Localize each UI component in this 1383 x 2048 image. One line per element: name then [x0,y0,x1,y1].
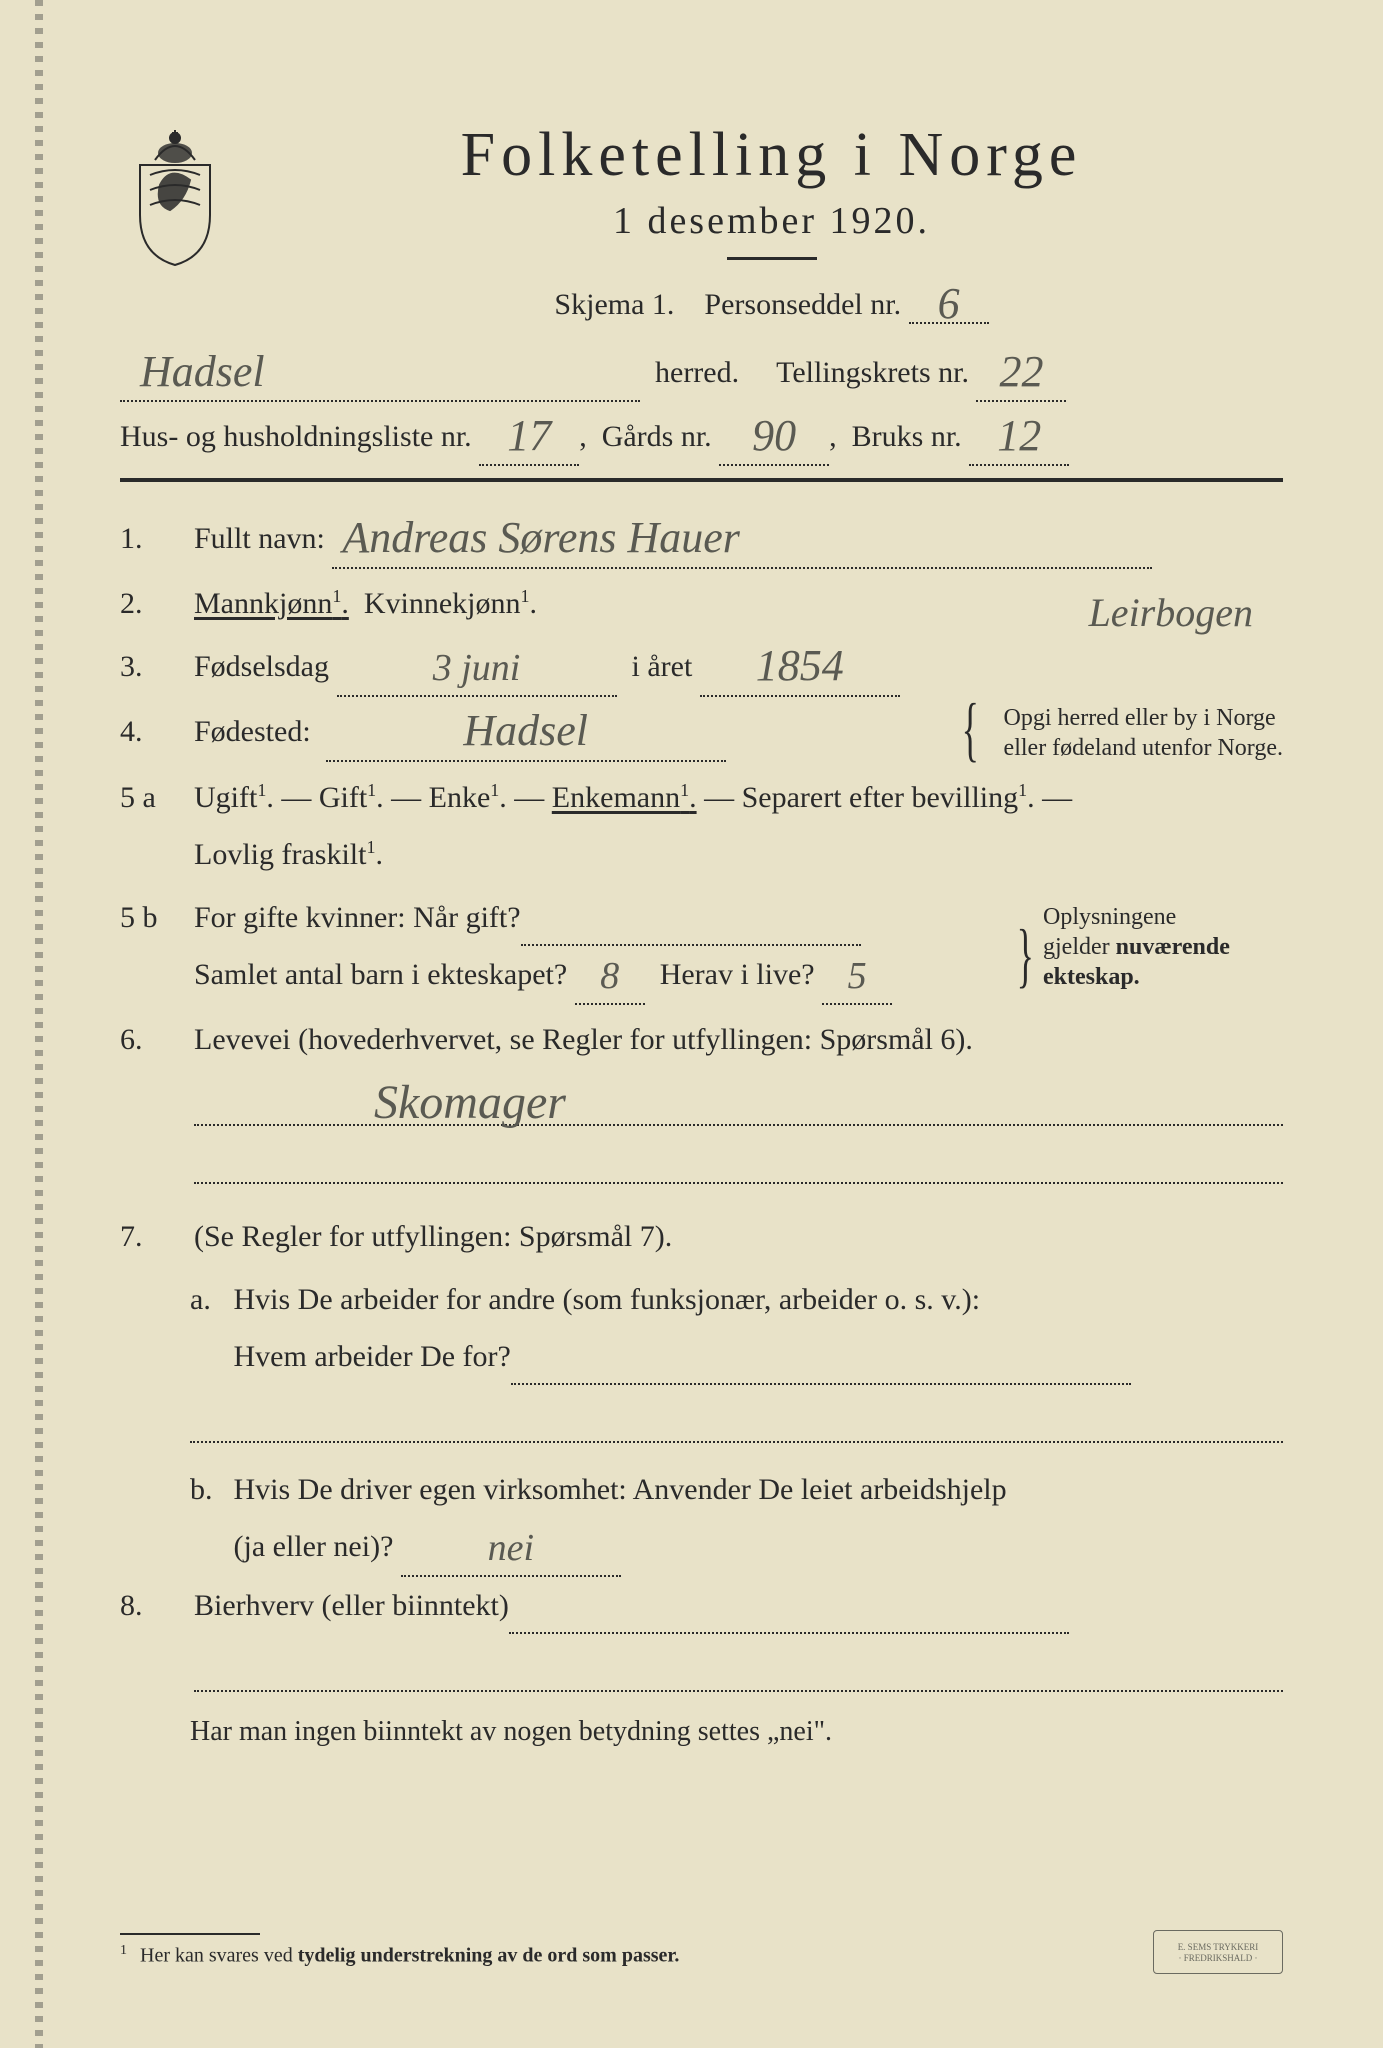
q4-num: 4. [120,703,176,763]
meta-line-1: Hadsel herred. Tellingskrets nr. 22 [120,346,1283,402]
q5a: 5 a Ugift1. — Gift1. — Enke1. — Enkemann… [120,769,1283,883]
herred-field: Hadsel [120,346,640,402]
footnote: 1 Her kan svares ved tydelig understrekn… [120,1943,1283,1968]
q3-day: 3 juni [337,638,617,697]
q2-male: Mannkjønn1. [194,587,349,620]
schema-label: Skjema 1. [554,288,674,321]
q3-year: 1854 [700,638,900,697]
gards-nr: 90 [719,410,829,466]
q6-value: Skomager [374,1084,566,1122]
q7a-l1: Hvis De arbeider for andre (som funksjon… [234,1283,981,1316]
q8-label: Bierhverv (eller biinntekt) [194,1589,509,1622]
bruks-label: Bruks nr. [852,420,962,453]
q4-value: Hadsel [326,703,726,762]
q7a-field [511,1352,1131,1385]
subtitle: 1 desember 1920. [260,199,1283,243]
q1-label: Fullt navn: [194,522,325,555]
q5b-l1: For gifte kvinner: Når gift? [194,901,521,934]
questions: 1. Fullt navn: Andreas Sørens Hauer 2. M… [120,510,1283,1748]
census-form-page: Folketelling i Norge 1 desember 1920. Sk… [0,0,1383,2048]
title: Folketelling i Norge [260,120,1283,191]
q2-female: Kvinnekjønn1. [364,587,537,620]
q8: 8. Bierhverv (eller biinntekt) [120,1577,1283,1710]
title-rule [727,257,817,260]
q3-num: 3. [120,638,176,697]
opt-enkemann: Enkemann1. [552,781,697,814]
q7a: a. Hvis De arbeider for andre (som funks… [190,1271,1283,1443]
q2: 2. Mannkjønn1. Kvinnekjønn1. Leirbogen [120,575,1283,632]
q6-line: Skomager [194,1086,1283,1126]
q5b-gift-field [521,913,861,946]
q4-note: Opgi herred eller by i Norge eller fødel… [1004,703,1283,763]
q5b-note: Oplysningene gjelder nuværende ekteskap. [1043,902,1283,992]
q7b-ans: nei [401,1518,621,1577]
opt-ugift: Ugift1. [194,781,274,814]
meta-line-2: Hus- og husholdningsliste nr. 17, Gårds … [120,410,1283,466]
q7a-l2: Hvem arbeider De for? [234,1340,511,1373]
q7b-l1: Hvis De driver egen virksomhet: Anvender… [234,1473,1007,1506]
q5b-barn: 8 [575,946,645,1005]
q2-num: 2. [120,575,176,632]
q3: 3. Fødselsdag 3 juni i året 1854 [120,638,1283,697]
q8-line2 [194,1652,1283,1692]
q4-label: Fødested: [194,715,311,748]
personseddel-nr: 6 [909,282,989,324]
footer: 1 Her kan svares ved tydelig understrekn… [120,1923,1283,1968]
q7b: b. Hvis De driver egen virksomhet: Anven… [190,1461,1283,1577]
q8-field [509,1601,1069,1634]
q5b-num: 5 b [120,889,176,1005]
foot-hint: Har man ingen biinntekt av nogen betydni… [190,1716,1283,1748]
footnote-rule [120,1933,260,1935]
title-block: Folketelling i Norge 1 desember 1920. Sk… [260,120,1283,336]
divider [120,478,1283,482]
q5b: 5 b For gifte kvinner: Når gift? Samlet … [120,889,1283,1005]
meta-block: Hadsel herred. Tellingskrets nr. 22 Hus-… [120,346,1283,466]
tellingskrets-label: Tellingskrets nr. [776,356,969,389]
q5b-l2a: Samlet antal barn i ekteskapet? [194,958,567,991]
q3-label: Fødselsdag [194,650,329,683]
gards-label: Gårds nr. [602,420,712,453]
q6: 6. Levevei (hovederhvervet, se Regler fo… [120,1011,1283,1202]
brace-icon: } [1017,937,1034,973]
q4: 4. Fødested: Hadsel { Opgi herred eller … [120,703,1283,763]
header: Folketelling i Norge 1 desember 1920. Sk… [120,120,1283,336]
schema-line: Skjema 1. Personseddel nr. 6 [260,282,1283,324]
q7: 7. (Se Regler for utfyllingen: Spørsmål … [120,1208,1283,1265]
q7a-lbl: a. [190,1271,226,1328]
tellingskrets-nr: 22 [976,346,1066,402]
q6-num: 6. [120,1011,176,1202]
printer-stamp: E. SEMS TRYKKERI · FREDRIKSHALD · [1153,1930,1283,1974]
opt-enke: Enke1. [429,781,507,814]
bruks-nr: 12 [969,410,1069,466]
q7a-line2 [190,1403,1283,1443]
q5b-live: 5 [822,946,892,1005]
q3-mid: i året [632,650,693,683]
q6-label: Levevei (hovederhvervet, se Regler for u… [194,1023,973,1056]
q1-num: 1. [120,510,176,569]
personseddel-label: Personseddel nr. [704,288,901,321]
q1-value: Andreas Sørens Hauer [332,510,1152,569]
brace-icon: { [962,711,979,747]
opt-gift: Gift1. [319,781,384,814]
q7b-lbl: b. [190,1461,226,1518]
husliste-nr: 17 [479,410,579,466]
husliste-label: Hus- og husholdningsliste nr. [120,420,472,453]
opt-separert: Separert efter bevilling1. [742,781,1035,814]
coat-of-arms-icon [120,130,230,270]
q5a-num: 5 a [120,769,176,883]
q8-num: 8. [120,1577,176,1710]
q7-num: 7. [120,1208,176,1265]
q6-line2 [194,1144,1283,1184]
q7-label: (Se Regler for utfyllingen: Spørsmål 7). [194,1220,672,1253]
opt-fraskilt: Lovlig fraskilt1. [194,838,383,871]
q5b-l2b: Herav i live? [660,958,815,991]
herred-label: herred. [655,356,739,389]
q1: 1. Fullt navn: Andreas Sørens Hauer [120,510,1283,569]
q2-side-note: Leirbogen [1089,597,1253,629]
q7b-l2: (ja eller nei)? [234,1530,394,1563]
